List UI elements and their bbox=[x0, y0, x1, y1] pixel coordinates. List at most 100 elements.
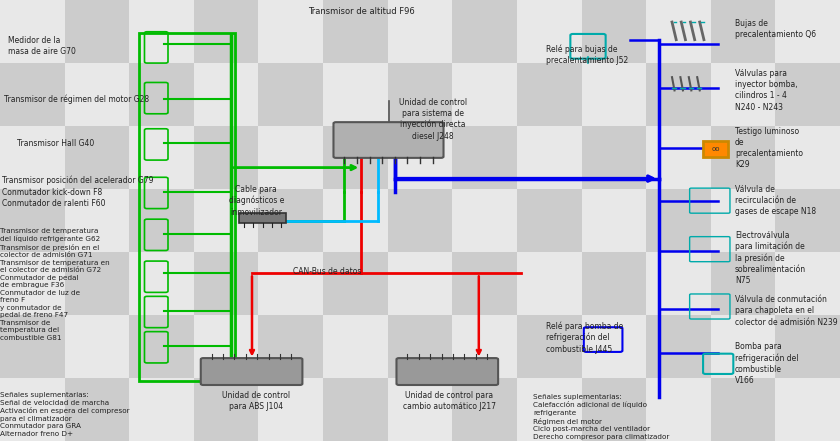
Bar bbox=[452, 189, 517, 252]
Bar bbox=[388, 189, 452, 252]
Text: Unidad de control para
cambio automático J217: Unidad de control para cambio automático… bbox=[403, 391, 496, 411]
Bar bbox=[703, 141, 728, 157]
Bar bbox=[129, 63, 194, 126]
Text: Transmisor posición del acelerador G79
Conmutador kick-down F8
Conmutador de ral: Transmisor posición del acelerador G79 C… bbox=[2, 176, 153, 208]
Bar bbox=[65, 252, 129, 315]
Bar bbox=[581, 126, 646, 189]
Bar bbox=[517, 378, 581, 441]
Text: Transmisor Hall G40: Transmisor Hall G40 bbox=[17, 139, 94, 148]
Bar bbox=[388, 63, 452, 126]
Bar bbox=[0, 378, 65, 441]
Bar bbox=[129, 315, 194, 378]
Bar bbox=[323, 126, 388, 189]
Bar bbox=[452, 0, 517, 63]
Text: Válvula de conmutación
para chapoleta en el
colector de admisión N239: Válvula de conmutación para chapoleta en… bbox=[735, 295, 837, 326]
Text: Válvula de
recirculación de
gases de escape N18: Válvula de recirculación de gases de esc… bbox=[735, 185, 816, 216]
Bar bbox=[646, 252, 711, 315]
Text: Transmisor de altitud F96: Transmisor de altitud F96 bbox=[307, 7, 415, 15]
Bar bbox=[517, 0, 581, 63]
Text: oo: oo bbox=[711, 146, 720, 152]
Bar bbox=[581, 0, 646, 63]
Text: Unidad de control
para ABS J104: Unidad de control para ABS J104 bbox=[222, 391, 291, 411]
Bar bbox=[711, 378, 775, 441]
Text: Electroválvula
para limitación de
la presión de
sobrealimentación
N75: Electroválvula para limitación de la pre… bbox=[735, 231, 806, 285]
Bar bbox=[517, 63, 581, 126]
FancyBboxPatch shape bbox=[201, 358, 302, 385]
Bar bbox=[581, 315, 646, 378]
Bar bbox=[581, 378, 646, 441]
Bar bbox=[581, 63, 646, 126]
Bar bbox=[711, 315, 775, 378]
Bar bbox=[194, 315, 259, 378]
Bar bbox=[388, 315, 452, 378]
Bar bbox=[775, 315, 840, 378]
Bar bbox=[646, 0, 711, 63]
Bar bbox=[194, 0, 259, 63]
Bar bbox=[0, 126, 65, 189]
Text: Medidor de la
masa de aire G70: Medidor de la masa de aire G70 bbox=[8, 36, 76, 56]
Bar bbox=[194, 63, 259, 126]
Bar bbox=[517, 126, 581, 189]
Bar bbox=[581, 252, 646, 315]
Bar bbox=[259, 252, 323, 315]
Text: Transmisor de régimen del motor G28: Transmisor de régimen del motor G28 bbox=[4, 94, 150, 104]
Bar bbox=[129, 126, 194, 189]
Bar bbox=[452, 252, 517, 315]
Bar bbox=[323, 63, 388, 126]
FancyBboxPatch shape bbox=[396, 358, 498, 385]
Bar bbox=[517, 189, 581, 252]
Text: Relé para bomba de
refrigeración del
combustible J445: Relé para bomba de refrigeración del com… bbox=[546, 321, 623, 354]
Bar bbox=[129, 0, 194, 63]
Bar bbox=[711, 252, 775, 315]
Text: CAN-Bus de datos: CAN-Bus de datos bbox=[293, 267, 362, 276]
Bar bbox=[775, 0, 840, 63]
Bar bbox=[65, 63, 129, 126]
Bar bbox=[129, 378, 194, 441]
Bar bbox=[452, 126, 517, 189]
Bar bbox=[388, 252, 452, 315]
Bar bbox=[0, 63, 65, 126]
Bar bbox=[323, 252, 388, 315]
Bar bbox=[452, 378, 517, 441]
Bar bbox=[452, 315, 517, 378]
Bar bbox=[65, 126, 129, 189]
Bar bbox=[239, 213, 286, 223]
Text: Señales suplementarias:
Señal de velocidad de marcha
Activación en espera del co: Señales suplementarias: Señal de velocid… bbox=[0, 392, 129, 437]
Text: Testigo luminoso
de
precalentamiento
K29: Testigo luminoso de precalentamiento K29 bbox=[735, 127, 803, 169]
Bar bbox=[259, 189, 323, 252]
Bar bbox=[65, 0, 129, 63]
Bar bbox=[323, 378, 388, 441]
Bar bbox=[323, 0, 388, 63]
Bar bbox=[65, 189, 129, 252]
Text: Señales suplementarias:
Calefacción adicional de líquido
refrigerante
Régimen de: Señales suplementarias: Calefacción adic… bbox=[533, 394, 669, 440]
Bar bbox=[194, 189, 259, 252]
Bar bbox=[775, 189, 840, 252]
Text: Bomba para
refrigeración del
combustible
V166: Bomba para refrigeración del combustible… bbox=[735, 342, 799, 385]
Bar bbox=[775, 63, 840, 126]
Bar bbox=[388, 126, 452, 189]
Text: Relé para bujas de
precalentamiento J52: Relé para bujas de precalentamiento J52 bbox=[546, 45, 628, 65]
Bar bbox=[775, 252, 840, 315]
Bar bbox=[517, 315, 581, 378]
Bar bbox=[65, 315, 129, 378]
Bar bbox=[711, 63, 775, 126]
Text: Bujas de
precalentamiento Q6: Bujas de precalentamiento Q6 bbox=[735, 19, 816, 39]
Bar bbox=[646, 189, 711, 252]
Bar bbox=[259, 0, 323, 63]
Bar bbox=[323, 189, 388, 252]
Bar bbox=[517, 252, 581, 315]
Bar bbox=[259, 63, 323, 126]
Text: Transmisor de temperatura
del líquido refrigerante G62
Transmisor de presión en : Transmisor de temperatura del líquido re… bbox=[0, 228, 110, 341]
FancyBboxPatch shape bbox=[333, 122, 444, 158]
Bar bbox=[139, 33, 235, 381]
Bar bbox=[646, 378, 711, 441]
Bar bbox=[775, 126, 840, 189]
Bar bbox=[646, 315, 711, 378]
Text: Unidad de control
para sistema de
inyección directa
diesel J248: Unidad de control para sistema de inyecc… bbox=[398, 97, 467, 141]
Bar bbox=[65, 378, 129, 441]
Bar bbox=[259, 378, 323, 441]
Bar bbox=[0, 315, 65, 378]
Bar bbox=[452, 63, 517, 126]
Bar bbox=[323, 315, 388, 378]
Bar bbox=[646, 126, 711, 189]
